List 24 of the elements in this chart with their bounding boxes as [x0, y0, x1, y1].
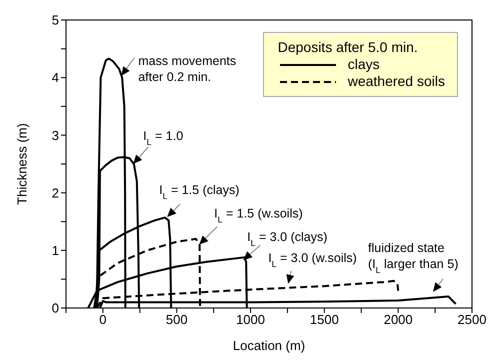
- x-tick-label: 2000: [384, 312, 413, 328]
- annotation: I$_{L}$ = 3.0 (clays): [247, 230, 328, 248]
- y-tick-label: 2: [52, 185, 59, 200]
- annotation: I$_{L}$ = 3.0 (w.soils): [268, 250, 357, 269]
- y-tick-label: 1: [52, 243, 59, 258]
- x-tick-label: 1000: [236, 312, 266, 328]
- y-tick-label: 3: [52, 128, 59, 143]
- y-tick-label: 0: [52, 300, 59, 316]
- y-tick-label: 4: [52, 70, 59, 86]
- x-tick-label: 1500: [310, 312, 339, 328]
- annotation: mass movements after 0.2 min.: [138, 54, 236, 84]
- x-tick-label: 500: [166, 312, 188, 328]
- x-tick-label: 2500: [458, 312, 486, 328]
- annotation: I$_{L}$ = 1.0: [143, 129, 184, 147]
- legend-label: weathered soils: [348, 73, 445, 90]
- y-axis-title: Thickness (m): [14, 123, 30, 205]
- y-tick-label: 5: [52, 12, 59, 28]
- annotation: fluidized state (I$_{L}$ larger than 5): [368, 240, 458, 275]
- legend-title: Deposits after 5.0 min.: [278, 39, 419, 56]
- x-tick-label: 0: [99, 312, 107, 328]
- annotation: I$_{L}$ = 1.5 (w.soils): [214, 206, 303, 225]
- legend-label: clays: [348, 56, 380, 73]
- x-axis-title: Location (m): [232, 338, 306, 353]
- annotation: I$_{L}$ = 1.5 (clays): [159, 182, 240, 201]
